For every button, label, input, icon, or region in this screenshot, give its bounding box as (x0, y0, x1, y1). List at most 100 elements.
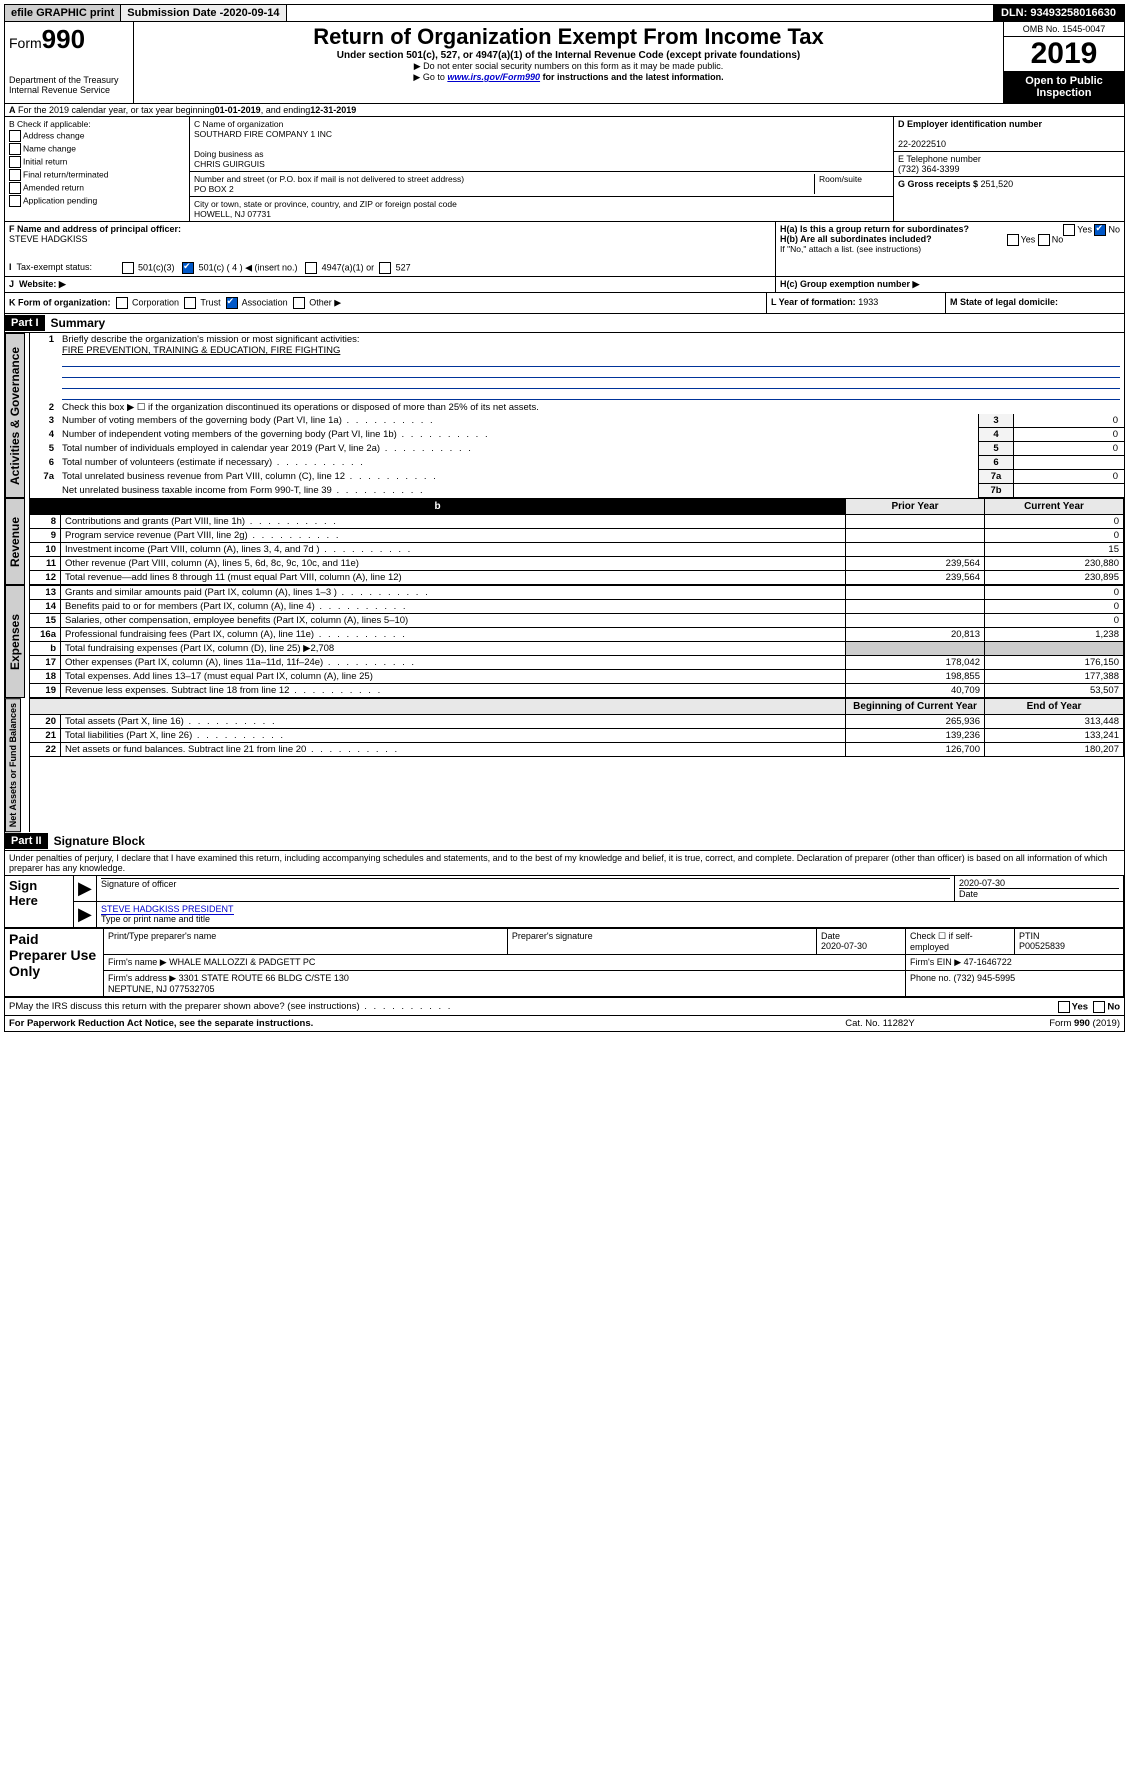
l-year: L Year of formation: 1933 (767, 293, 946, 313)
k-form-org: K Form of organization: Corporation Trus… (5, 293, 767, 313)
submission-date-text: Submission Date - (127, 7, 223, 19)
b-label: B Check if applicable: (9, 119, 185, 129)
room-suite: Room/suite (814, 174, 889, 194)
discuss-no[interactable] (1093, 1001, 1105, 1013)
pra-notice: For Paperwork Reduction Act Notice, see … (9, 1018, 790, 1029)
part1-header: Part I Summary (5, 314, 1124, 333)
col-c: C Name of organization SOUTHARD FIRE COM… (190, 117, 894, 221)
tab-revenue: Revenue (5, 498, 25, 585)
header-right: OMB No. 1545-0047 2019 Open to Public In… (1004, 22, 1124, 103)
top-bar: efile GRAPHIC print Submission Date - 20… (4, 4, 1125, 22)
form-number: Form990 (9, 24, 129, 55)
j-row: J Website: ▶ H(c) Group exemption number… (5, 277, 1124, 293)
m-state: M State of legal domicile: (946, 293, 1124, 313)
part1-exp: Expenses 13Grants and similar amounts pa… (5, 585, 1124, 698)
form-prefix: Form (9, 35, 42, 51)
chk-trust[interactable] (184, 297, 196, 309)
chk-application-pending[interactable]: Application pending (9, 195, 185, 207)
a-begin: 01-01-2019 (215, 105, 261, 115)
hb-note: If "No," attach a list. (see instruction… (780, 244, 1120, 254)
h-block: H(a) Is this a group return for subordin… (776, 222, 1124, 276)
note2-post: for instructions and the latest informat… (543, 72, 724, 82)
tax-year: 2019 (1004, 37, 1124, 71)
chk-assoc[interactable] (226, 297, 238, 309)
part1-gov-table: 1 Briefly describe the organization's mi… (30, 333, 1124, 498)
phone-value: (732) 364-3399 (898, 164, 1120, 174)
e-phone: E Telephone number (732) 364-3399 (894, 152, 1124, 177)
org-name: SOUTHARD FIRE COMPANY 1 INC (194, 129, 889, 139)
chk-501c[interactable] (182, 262, 194, 274)
signature-section: Sign Here ▶ Signature of officer 2020-07… (5, 875, 1124, 997)
i-tax-exempt: I Tax-exempt status: 501(c)(3) 501(c) ( … (9, 262, 771, 274)
ein-label: D Employer identification number (898, 119, 1042, 129)
klm-row: K Form of organization: Corporation Trus… (5, 293, 1124, 314)
form-990: 990 (42, 24, 85, 54)
cat-no: Cat. No. 11282Y (790, 1018, 970, 1029)
discuss-yes[interactable] (1058, 1001, 1070, 1013)
d-ein: D Employer identification number 22-2022… (894, 117, 1124, 152)
addr-label: Number and street (or P.O. box if mail i… (194, 174, 814, 184)
form-note1: ▶ Do not enter social security numbers o… (138, 61, 999, 72)
tab-activities-governance: Activities & Governance (5, 333, 25, 498)
efile-button[interactable]: efile GRAPHIC print (5, 5, 121, 21)
pp-selfemployed[interactable]: Check ☐ if self-employed (906, 929, 1015, 955)
a-text: For the 2019 calendar year, or tax year … (18, 105, 215, 115)
a-mid: , and ending (261, 105, 311, 115)
city-value: HOWELL, NJ 07731 (194, 209, 889, 219)
col-b: B Check if applicable: Address change Na… (5, 117, 190, 221)
chk-4947[interactable] (305, 262, 317, 274)
col-current-year: Current Year (985, 499, 1124, 515)
col-prior-year: Prior Year (846, 499, 985, 515)
part2-header: Part II Signature Block (5, 832, 1124, 851)
part1-ag: Activities & Governance 1 Briefly descri… (5, 333, 1124, 498)
dln-label: DLN: 93493258016630 (993, 5, 1124, 21)
firm-phone: (732) 945-5995 (954, 973, 1016, 983)
ptin-value: P00525839 (1019, 941, 1065, 951)
sig-officer-label: Signature of officer (101, 878, 950, 889)
l1-value: FIRE PREVENTION, TRAINING & EDUCATION, F… (62, 345, 340, 356)
header-center: Return of Organization Exempt From Incom… (134, 22, 1004, 103)
col-boy: Beginning of Current Year (846, 699, 985, 715)
c-city: City or town, state or province, country… (190, 197, 893, 221)
chk-corp[interactable] (116, 297, 128, 309)
typeprint-label: Type or print name and title (101, 914, 210, 924)
l2-text: Check this box ▶ ☐ if the organization d… (58, 401, 1124, 414)
sig-date-label: Date (959, 888, 1119, 899)
part2-title: Signature Block (48, 832, 151, 850)
chk-initial-return[interactable]: Initial return (9, 156, 185, 168)
col-deg: D Employer identification number 22-2022… (894, 117, 1124, 221)
addr-value: PO BOX 2 (194, 184, 814, 194)
chk-amended-return[interactable]: Amended return (9, 182, 185, 194)
open-inspection: Open to Public Inspection (1004, 71, 1124, 103)
chk-501c3[interactable] (122, 262, 134, 274)
pp-name-label: Print/Type preparer's name (104, 929, 508, 955)
part1-tag: Part I (5, 315, 45, 331)
sig-date-value: 2020-07-30 (959, 878, 1119, 888)
website-label: Website: ▶ (19, 279, 66, 289)
ein-value: 22-2022510 (898, 139, 946, 149)
l1-label: Briefly describe the organization's miss… (62, 334, 360, 345)
sign-arrow-icon: ▶ (74, 876, 97, 902)
chk-other[interactable] (293, 297, 305, 309)
tab-expenses: Expenses (5, 585, 25, 698)
chk-name-change[interactable]: Name change (9, 143, 185, 155)
pp-sig-label: Preparer's signature (507, 929, 816, 955)
topbar-spacer (287, 5, 993, 21)
line-a: A For the 2019 calendar year, or tax yea… (5, 104, 1124, 117)
col-eoy: End of Year (985, 699, 1124, 715)
city-label: City or town, state or province, country… (194, 199, 889, 209)
part1-rev: Revenue bPrior YearCurrent Year 8Contrib… (5, 498, 1124, 585)
irs-link[interactable]: www.irs.gov/Form990 (447, 72, 540, 82)
firm-name: WHALE MALLOZZI & PADGETT PC (169, 957, 315, 967)
entity-block: B Check if applicable: Address change Na… (5, 117, 1124, 222)
form-header: Form990 Department of the Treasury Inter… (5, 22, 1124, 104)
chk-address-change[interactable]: Address change (9, 130, 185, 142)
revenue-table: bPrior YearCurrent Year 8Contributions a… (30, 498, 1124, 585)
firm-ein: 47-1646722 (964, 957, 1012, 967)
chk-final-return[interactable]: Final return/terminated (9, 169, 185, 181)
submission-date-value: 2020-09-14 (223, 7, 279, 19)
tab-net-assets: Net Assets or Fund Balances (5, 698, 21, 832)
g-gross: G Gross receipts $ 251,520 (894, 177, 1124, 191)
chk-527[interactable] (379, 262, 391, 274)
c-name: C Name of organization SOUTHARD FIRE COM… (190, 117, 893, 172)
